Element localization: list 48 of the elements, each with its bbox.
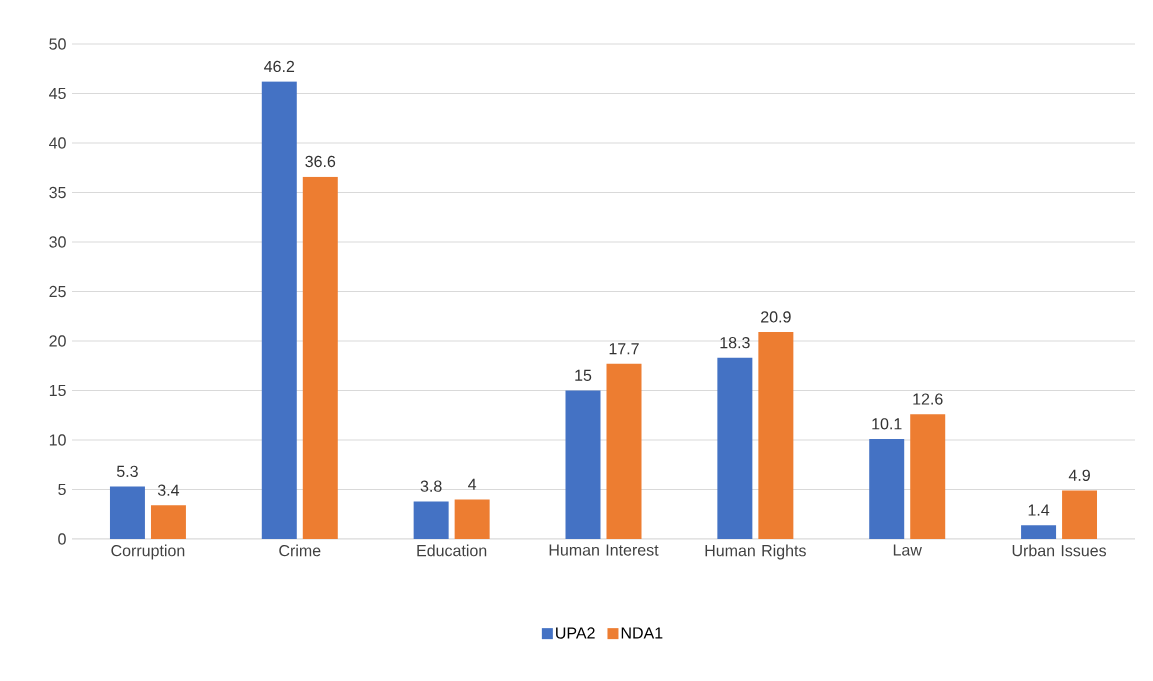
legend-label: NDA1 bbox=[621, 627, 663, 639]
bar bbox=[302, 176, 338, 539]
bar bbox=[109, 486, 145, 539]
data-label: 3.4 bbox=[157, 484, 180, 496]
bar bbox=[1021, 525, 1057, 539]
data-label: 5.3 bbox=[116, 465, 138, 477]
y-tick-label: 30 bbox=[49, 236, 66, 248]
y-tick-label: 35 bbox=[49, 186, 66, 199]
bar bbox=[758, 332, 794, 539]
bar bbox=[910, 414, 946, 539]
bar bbox=[565, 390, 601, 539]
x-tick-label: Corruption bbox=[111, 544, 185, 560]
bar bbox=[717, 357, 753, 539]
x-tick-label: Human Interest bbox=[549, 544, 659, 556]
data-label: 3.8 bbox=[420, 480, 442, 492]
bar bbox=[869, 439, 905, 539]
y-tick-label: 45 bbox=[49, 87, 66, 100]
data-label: 15 bbox=[575, 369, 592, 381]
data-label: 4 bbox=[468, 478, 477, 490]
bar bbox=[454, 499, 490, 539]
x-tick-label: Education bbox=[417, 544, 487, 557]
x-tick-label: Urban Issues bbox=[1012, 544, 1107, 557]
bar bbox=[1062, 490, 1098, 539]
bar bbox=[606, 363, 642, 539]
bar bbox=[261, 81, 297, 539]
y-tick-label: 10 bbox=[49, 434, 66, 446]
bar bbox=[413, 501, 449, 539]
x-tick-label: Law bbox=[893, 544, 922, 556]
data-label: 12.6 bbox=[913, 393, 943, 405]
y-tick-label: 15 bbox=[49, 384, 66, 397]
y-tick-label: 50 bbox=[49, 38, 66, 50]
y-tick-label: 20 bbox=[49, 335, 66, 347]
legend-label: UPA2 bbox=[556, 627, 595, 639]
x-tick-label: Human Rights bbox=[705, 544, 806, 560]
data-label: 36.6 bbox=[305, 155, 336, 168]
y-tick-label: 5 bbox=[58, 483, 66, 496]
data-label: 4.9 bbox=[1068, 469, 1090, 481]
bar bbox=[150, 505, 186, 539]
y-tick-label: 0 bbox=[58, 533, 66, 545]
data-label: 18.3 bbox=[720, 336, 750, 349]
y-tick-label: 40 bbox=[49, 137, 66, 149]
y-tick-label: 25 bbox=[49, 285, 66, 298]
data-label: 10.1 bbox=[872, 418, 902, 430]
data-label: 1.4 bbox=[1028, 504, 1050, 516]
data-label: 46.2 bbox=[264, 60, 295, 73]
x-tick-label: Crime bbox=[279, 544, 321, 557]
data-label: 17.7 bbox=[609, 343, 639, 355]
data-label: 20.9 bbox=[761, 311, 791, 323]
